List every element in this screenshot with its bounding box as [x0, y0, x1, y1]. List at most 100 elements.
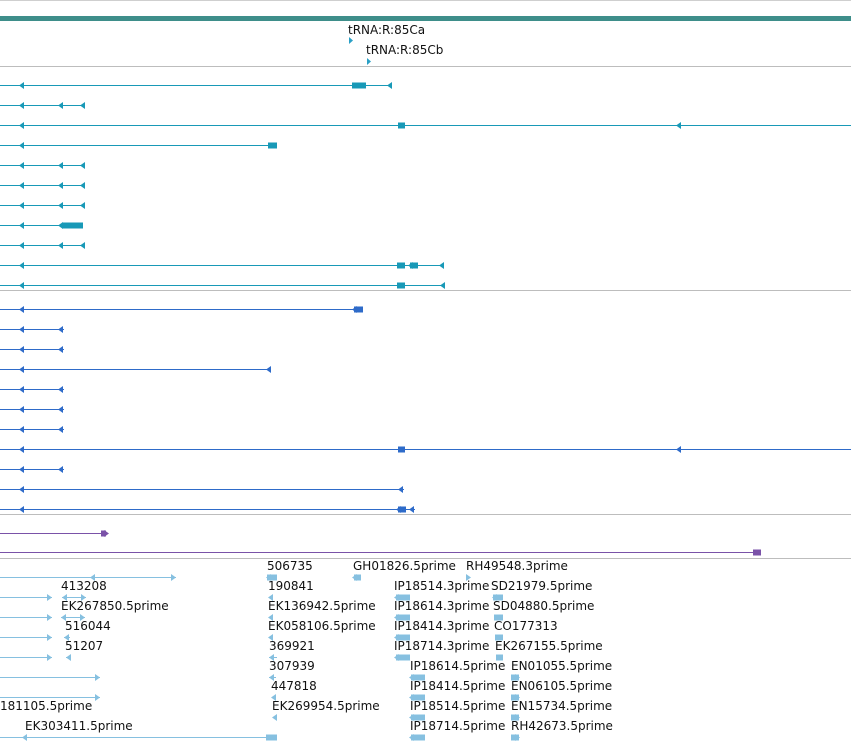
- left-arrow-exon: [19, 486, 24, 493]
- est-label[interactable]: GH01826.5prime: [353, 559, 456, 573]
- est-label[interactable]: 369921: [269, 639, 315, 653]
- left-arrow-exon: [272, 714, 277, 721]
- est-label[interactable]: EK267155.5prime: [495, 639, 603, 653]
- est-label[interactable]: IP18714.5prime: [410, 719, 506, 733]
- left-arrow-exon: [58, 386, 63, 393]
- est-label[interactable]: IP18414.5prime: [410, 679, 506, 693]
- left-arrow-exon: [19, 386, 24, 393]
- left-arrow-exon: [80, 182, 85, 189]
- right-arrow-exon: [466, 574, 471, 581]
- trna-label-85ca[interactable]: tRNA:R:85Ca: [348, 23, 426, 37]
- right-arrow-exon: [367, 58, 371, 65]
- left-arrow-exon: [266, 366, 271, 373]
- right-arrow-exon: [47, 634, 52, 641]
- exon-block: [411, 674, 425, 681]
- est-label[interactable]: 51207: [65, 639, 104, 653]
- left-arrow-exon: [409, 734, 414, 741]
- left-arrow-exon: [19, 222, 24, 229]
- est-label[interactable]: 307939: [269, 659, 315, 673]
- est-label[interactable]: 516044: [65, 619, 111, 633]
- left-arrow-exon: [352, 306, 357, 313]
- est-label[interactable]: RH49548.3prime: [466, 559, 568, 573]
- left-arrow-exon: [58, 426, 63, 433]
- exon-block: [398, 506, 406, 513]
- est-label[interactable]: EK136942.5prime: [268, 599, 376, 613]
- exon-block: [397, 282, 405, 289]
- left-arrow-exon: [19, 162, 24, 169]
- est-label[interactable]: EK267850.5prime: [61, 599, 169, 613]
- left-arrow-exon: [19, 426, 24, 433]
- left-arrow-exon: [90, 574, 95, 581]
- est-label[interactable]: IP18614.5prime: [410, 659, 506, 673]
- est-label[interactable]: EN01055.5prime: [511, 659, 613, 673]
- left-arrow-exon: [394, 594, 399, 601]
- exon-block: [396, 634, 410, 641]
- est-label[interactable]: IP18414.3prime: [394, 619, 490, 633]
- est-label[interactable]: RH42673.5prime: [511, 719, 613, 733]
- est-label[interactable]: EK303411.5prime: [25, 719, 133, 733]
- left-arrow-exon: [19, 366, 24, 373]
- right-arrow-exon: [515, 714, 520, 721]
- exon-block: [62, 222, 83, 229]
- left-arrow-exon: [22, 734, 27, 741]
- left-arrow-exon: [394, 654, 399, 661]
- left-arrow-exon: [58, 182, 63, 189]
- est-label[interactable]: 506735: [267, 559, 313, 573]
- exon-block: [396, 614, 410, 621]
- left-arrow-exon: [439, 262, 444, 269]
- right-arrow-exon: [80, 614, 85, 621]
- left-arrow-exon: [19, 122, 24, 129]
- est-label[interactable]: IP18614.3prime: [394, 599, 490, 613]
- est-label[interactable]: EN06105.5prime: [511, 679, 613, 693]
- est-label[interactable]: EN15734.5prime: [511, 699, 613, 713]
- trna-label-85cb[interactable]: tRNA:R:85Cb: [366, 43, 444, 57]
- exon-block: [398, 122, 405, 129]
- right-arrow-exon: [95, 694, 100, 701]
- est-label[interactable]: SD21979.5prime: [491, 579, 593, 593]
- exon-block: [398, 446, 405, 453]
- left-arrow-exon: [19, 242, 24, 249]
- right-arrow-exon: [47, 654, 52, 661]
- left-arrow-exon: [19, 202, 24, 209]
- est-label[interactable]: CO177313: [494, 619, 558, 633]
- exon-block: [354, 306, 363, 313]
- est-label[interactable]: IP18514.5prime: [410, 699, 506, 713]
- est-label[interactable]: EK269954.5prime: [272, 699, 380, 713]
- left-arrow-exon: [58, 162, 63, 169]
- est-label[interactable]: 413208: [61, 579, 107, 593]
- est-label[interactable]: IP18714.3prime: [394, 639, 490, 653]
- right-arrow-exon: [171, 574, 176, 581]
- est-label[interactable]: EK058106.5prime: [268, 619, 376, 633]
- left-arrow-exon: [676, 446, 681, 453]
- left-arrow-exon: [58, 466, 63, 473]
- right-arrow-exon: [515, 674, 520, 681]
- left-arrow-exon: [352, 574, 357, 581]
- est-label[interactable]: SD04880.5prime: [493, 599, 595, 613]
- left-arrow-exon: [268, 594, 273, 601]
- right-arrow-exon: [47, 594, 52, 601]
- left-arrow-exon: [58, 102, 63, 109]
- left-arrow-exon: [80, 242, 85, 249]
- exon-block: [411, 734, 425, 741]
- exon-block: [354, 574, 361, 581]
- left-arrow-exon: [19, 142, 24, 149]
- left-arrow-exon: [409, 714, 414, 721]
- left-arrow-exon: [398, 486, 403, 493]
- left-arrow-exon: [58, 326, 63, 333]
- left-arrow-exon: [19, 262, 24, 269]
- left-arrow-exon: [268, 614, 273, 621]
- left-arrow-exon: [387, 82, 392, 89]
- left-arrow-exon: [58, 346, 63, 353]
- left-arrow-exon: [19, 346, 24, 353]
- est-label[interactable]: 447818: [271, 679, 317, 693]
- right-arrow-exon: [95, 674, 100, 681]
- exon-block: [410, 262, 418, 269]
- left-arrow-exon: [266, 574, 271, 581]
- exon-block: [411, 694, 425, 701]
- est-label[interactable]: 181105.5prime: [0, 699, 93, 713]
- est-label[interactable]: IP18514.3prime: [394, 579, 490, 593]
- est-label[interactable]: 190841: [268, 579, 314, 593]
- left-arrow-exon: [58, 222, 63, 229]
- left-arrow-exon: [396, 506, 401, 513]
